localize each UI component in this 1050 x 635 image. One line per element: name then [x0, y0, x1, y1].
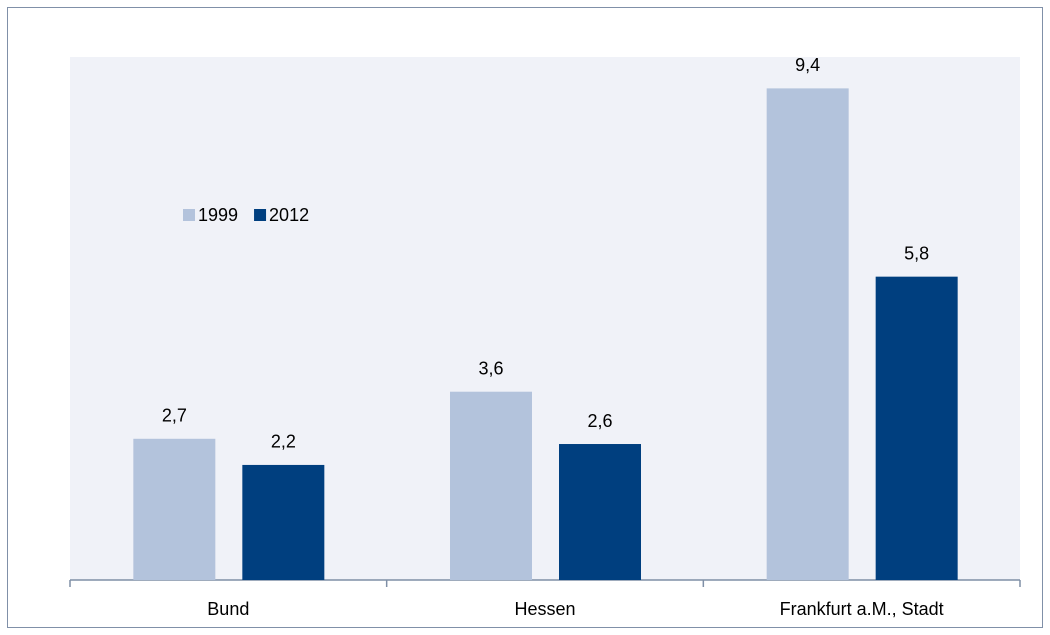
- bar: [450, 391, 532, 580]
- value-label: 5,8: [904, 243, 929, 263]
- value-label: 3,6: [478, 358, 503, 378]
- value-label: 2,7: [162, 406, 187, 426]
- bar: [766, 88, 849, 580]
- bar: [242, 464, 325, 580]
- value-label: 9,4: [795, 55, 820, 75]
- bar: [133, 438, 216, 580]
- value-label: 2,2: [271, 432, 296, 452]
- value-label: 2,6: [587, 411, 612, 431]
- x-tick-label: Hessen: [514, 599, 575, 619]
- legend-swatch: [254, 209, 267, 221]
- bar: [875, 276, 958, 580]
- x-tick-label: Bund: [207, 599, 249, 619]
- x-tick-label: Frankfurt a.M., Stadt: [780, 599, 944, 619]
- legend-label: 1999: [198, 205, 238, 225]
- legend-swatch: [183, 209, 195, 221]
- legend-label: 2012: [269, 205, 309, 225]
- plot-area: [70, 57, 1020, 580]
- bar: [559, 444, 641, 580]
